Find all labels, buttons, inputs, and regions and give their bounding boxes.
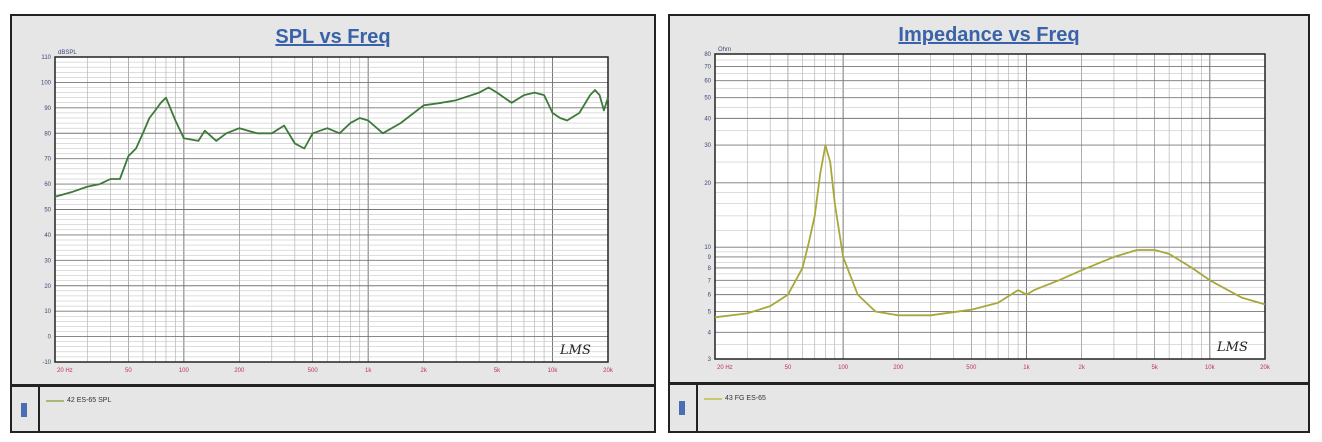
y-tick-label: 4 <box>708 330 712 336</box>
y-tick-label: 5 <box>708 310 712 316</box>
plot-border <box>54 56 609 363</box>
impedance-legend: 43 FG ES-65 <box>668 383 1310 433</box>
spl-chart-title: SPL vs Freq <box>275 26 391 48</box>
x-tick-label: 20k <box>603 368 614 374</box>
lms-logo: LMS <box>1216 340 1248 355</box>
y-tick-label: 20 <box>44 284 51 290</box>
x-tick-label: 200 <box>234 368 245 374</box>
y-tick-label: 100 <box>41 80 52 86</box>
lms-logo: LMS <box>559 343 591 358</box>
y-tick-label: 30 <box>44 258 51 264</box>
y-tick-label: 30 <box>704 143 711 149</box>
x-tick-label: 50 <box>785 365 792 371</box>
legend-key-icon <box>670 385 698 431</box>
x-tick-label: 5k <box>494 368 501 374</box>
y-tick-label: 10 <box>44 309 51 315</box>
y-tick-label: 7 <box>708 278 712 284</box>
y-tick-label: 80 <box>704 52 711 58</box>
y-tick-label: 90 <box>44 106 51 112</box>
spl-legend-label: 42 ES-65 SPL <box>67 397 112 404</box>
y-tick-label: 9 <box>708 255 712 261</box>
y-tick-label: 50 <box>704 96 711 102</box>
x-tick-label: 1k <box>1023 365 1030 371</box>
spl-curve <box>54 86 609 198</box>
spl-legend-entry: 42 ES-65 SPL <box>46 397 111 404</box>
y-tick-label: 3 <box>708 357 712 363</box>
impedance-legend-entry: 43 FG ES-65 <box>704 395 766 402</box>
legend-key-icon <box>12 387 40 431</box>
x-tick-label: 10k <box>548 368 559 374</box>
x-tick-label: 2k <box>1078 365 1085 371</box>
plot-area <box>715 54 1265 359</box>
plot-border <box>714 53 1266 360</box>
impedance-chart-title: Impedance vs Freq <box>898 24 1080 46</box>
spl-legend: 42 ES-65 SPL <box>10 385 656 433</box>
y-tick-label: 70 <box>44 157 51 163</box>
y-tick-label: 60 <box>704 79 711 85</box>
x-tick-label: 5k <box>1151 365 1158 371</box>
y-tick-label: -10 <box>42 360 51 366</box>
impedance-legend-label: 43 FG ES-65 <box>725 395 766 402</box>
y-tick-label: 20 <box>704 181 711 187</box>
y-tick-label: 40 <box>704 116 711 122</box>
x-tick-label: 20 Hz <box>57 368 73 374</box>
y-tick-label: 50 <box>44 208 51 214</box>
y-tick-label: 40 <box>44 233 51 239</box>
x-tick-label: 200 <box>893 365 904 371</box>
x-tick-label: 100 <box>179 368 190 374</box>
x-tick-label: 50 <box>125 368 132 374</box>
y-tick-label: 10 <box>704 245 711 251</box>
x-tick-label: 2k <box>420 368 427 374</box>
y-tick-label: 80 <box>44 131 51 137</box>
y-axis-unit-label: dBSPL <box>58 50 77 56</box>
y-tick-label: 0 <box>48 335 52 341</box>
x-tick-label: 1k <box>365 368 372 374</box>
y-tick-label: 70 <box>704 64 711 70</box>
x-tick-label: 20 Hz <box>717 365 733 371</box>
x-tick-label: 500 <box>308 368 319 374</box>
x-tick-label: 10k <box>1205 365 1216 371</box>
y-tick-label: 8 <box>708 266 712 272</box>
y-axis-unit-label: Ohm <box>718 47 731 53</box>
y-tick-label: 6 <box>708 293 712 299</box>
y-tick-label: 110 <box>41 55 51 61</box>
x-tick-label: 500 <box>966 365 977 371</box>
y-tick-label: 60 <box>44 182 51 188</box>
x-tick-label: 100 <box>838 365 849 371</box>
x-tick-label: 20k <box>1260 365 1271 371</box>
